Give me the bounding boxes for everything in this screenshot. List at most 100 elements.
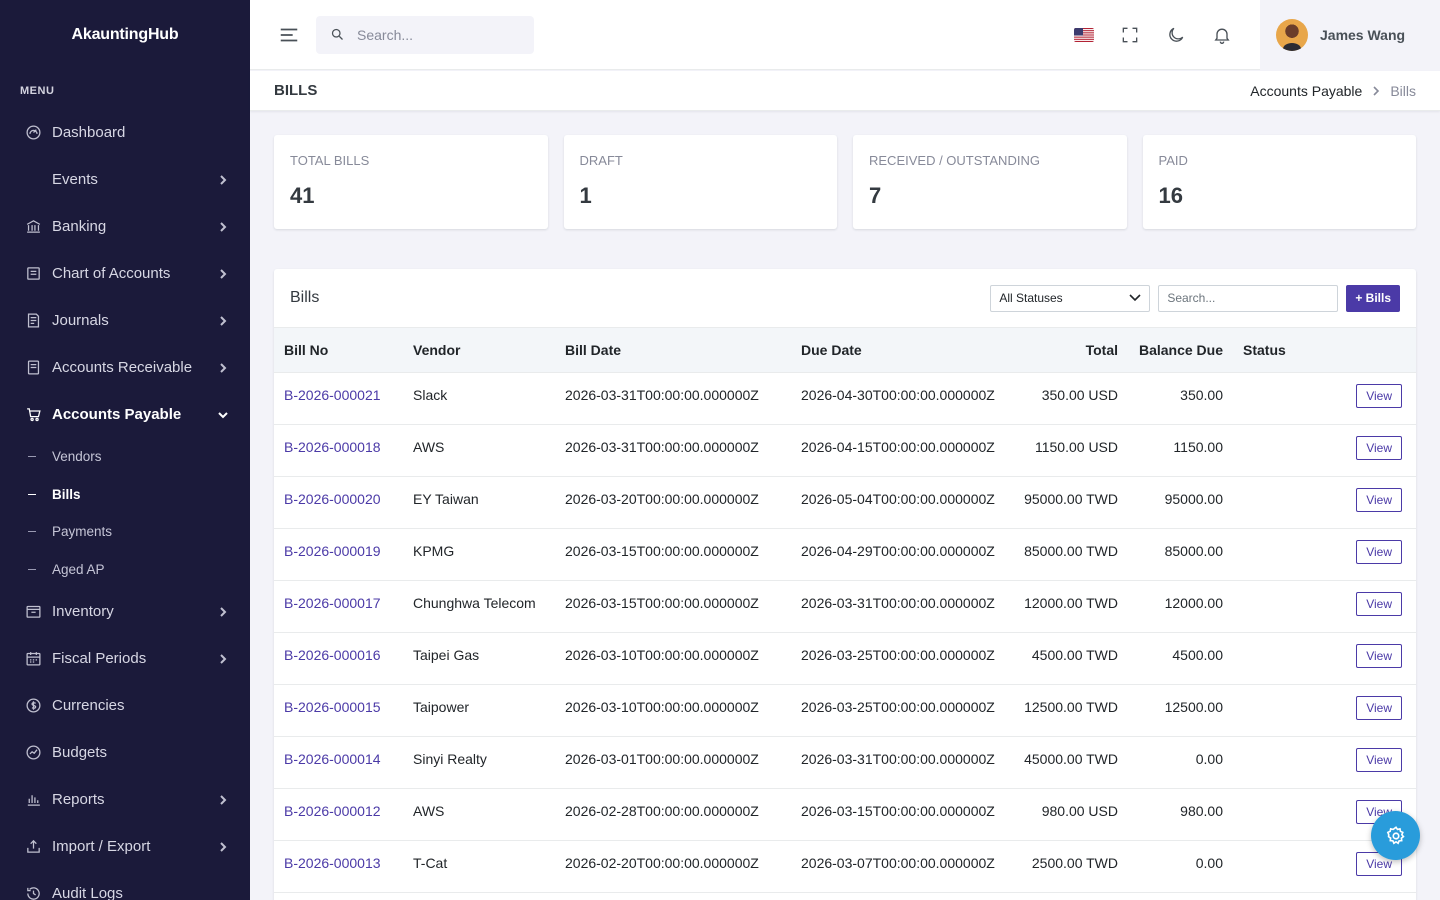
- view-bill-button[interactable]: View: [1356, 383, 1402, 408]
- sidebar-item-import-export[interactable]: Import / Export: [0, 823, 250, 870]
- status-cell: [1233, 632, 1313, 685]
- bill-number-link[interactable]: B-2026-000018: [284, 438, 381, 455]
- total-cell: 1150.00 USD: [1013, 424, 1128, 477]
- status-cell: [1233, 736, 1313, 789]
- column-header[interactable]: Balance Due: [1128, 328, 1233, 373]
- menu-toggle-icon[interactable]: [277, 23, 301, 47]
- bill-date-cell: 2026-03-31T00:00:00.000000Z: [555, 424, 791, 477]
- status-cell: [1233, 372, 1313, 425]
- total-cell: 45000.00 TWD: [1013, 736, 1128, 789]
- due-date-cell: 2026-03-31T00:00:00.000000Z: [791, 736, 1013, 789]
- column-header[interactable]: Bill No: [274, 328, 403, 373]
- view-bill-button[interactable]: View: [1356, 539, 1402, 564]
- sidebar-item-chart-of-accounts[interactable]: Chart of Accounts: [0, 250, 250, 297]
- bill-number-link[interactable]: B-2026-000014: [284, 750, 381, 767]
- breadcrumb-parent[interactable]: Accounts Payable: [1250, 82, 1363, 99]
- vendor-cell: Slack: [403, 372, 555, 425]
- stat-label: DRAFT: [579, 153, 623, 168]
- stat-value: 41: [290, 183, 315, 208]
- sidebar-subitem-payments[interactable]: Payments: [0, 513, 250, 551]
- due-date-cell: 2026-03-25T00:00:00.000000Z: [791, 632, 1013, 685]
- view-bill-button[interactable]: View: [1356, 747, 1402, 772]
- view-bill-button[interactable]: View: [1356, 435, 1402, 460]
- due-date-cell: 2026-03-15T00:00:00.000000Z: [791, 788, 1013, 841]
- global-search-input[interactable]: [357, 26, 517, 43]
- sidebar-item-label: Audit Logs: [52, 885, 123, 900]
- receivable-icon: [24, 359, 42, 377]
- sidebar-item-events[interactable]: Events: [0, 156, 250, 203]
- sidebar-item-accounts-payable[interactable]: Accounts Payable: [0, 391, 250, 438]
- column-header[interactable]: Bill Date: [555, 328, 791, 373]
- bill-number-link[interactable]: B-2026-000015: [284, 698, 381, 715]
- sidebar-item-label: Banking: [52, 218, 107, 235]
- global-search[interactable]: [316, 15, 534, 54]
- view-bill-button[interactable]: View: [1356, 643, 1402, 668]
- cart-icon: [24, 406, 42, 424]
- sidebar-item-currencies[interactable]: Currencies: [0, 682, 250, 729]
- calendar-icon: [24, 650, 42, 668]
- gear-icon: [1386, 825, 1405, 844]
- sidebar-item-reports[interactable]: Reports: [0, 776, 250, 823]
- sidebar-subitem-label: Payments: [52, 524, 113, 540]
- column-header[interactable]: Vendor: [403, 328, 555, 373]
- balance-due-cell: 85000.00: [1128, 528, 1233, 581]
- stat-card-paid: PAID 16: [1142, 135, 1416, 229]
- sidebar-item-accounts-receivable[interactable]: Accounts Receivable: [0, 344, 250, 391]
- sidebar-subitem-aged-ap[interactable]: Aged AP: [0, 551, 250, 589]
- bill-date-cell: 2026-02-20T00:00:00.000000Z: [555, 840, 791, 893]
- bill-number-link[interactable]: B-2026-000013: [284, 854, 381, 871]
- chevron-down-icon: [218, 410, 228, 420]
- table-row: B-2026-000020 EY Taiwan 2026-03-20T00:00:0…: [274, 476, 1416, 529]
- status-cell: [1233, 788, 1313, 841]
- sidebar-item-inventory[interactable]: Inventory: [0, 588, 250, 635]
- us-flag-icon[interactable]: [1061, 12, 1107, 58]
- settings-fab[interactable]: [1371, 811, 1420, 860]
- bills-search-input[interactable]: [1158, 284, 1339, 312]
- notification-bell-icon[interactable]: [1199, 12, 1245, 58]
- column-header[interactable]: Status: [1233, 328, 1313, 373]
- add-bill-button[interactable]: + Bills: [1346, 284, 1400, 312]
- dark-mode-icon[interactable]: [1153, 12, 1199, 58]
- status-filter-select[interactable]: All Statuses: [990, 284, 1151, 312]
- journal-icon: [24, 312, 42, 330]
- due-date-cell: 2026-03-25T00:00:00.000000Z: [791, 684, 1013, 737]
- stat-label: TOTAL BILLS: [290, 153, 370, 168]
- brand-logo[interactable]: AkauntingHub: [71, 26, 179, 43]
- status-cell: [1233, 840, 1313, 893]
- vendor-cell: Taipei Gas: [403, 632, 555, 685]
- sidebar-item-fiscal-periods[interactable]: Fiscal Periods: [0, 635, 250, 682]
- sidebar-item-audit-logs[interactable]: Audit Logs: [0, 870, 250, 900]
- sidebar-item-journals[interactable]: Journals: [0, 297, 250, 344]
- sidebar-item-dashboard[interactable]: Dashboard: [0, 109, 250, 156]
- table-row: B-2026-000013 T-Cat 2026-02-20T00:00:00.00…: [274, 840, 1416, 893]
- chevron-right-icon: [218, 606, 228, 617]
- bill-number-link[interactable]: B-2026-000019: [284, 542, 381, 559]
- bill-date-cell: 2026-03-15T00:00:00.000000Z: [555, 528, 791, 581]
- bills-table-body: B-2026-000021 Slack 2026-03-31T00:00:00.00…: [274, 372, 1416, 893]
- sidebar-item-label: Import / Export: [52, 838, 151, 855]
- table-header-row: Bill No Vendor Bill Date Due Date Total …: [274, 328, 1416, 373]
- view-bill-button[interactable]: View: [1356, 487, 1402, 512]
- sidebar-item-budgets[interactable]: Budgets: [0, 729, 250, 776]
- bill-number-link[interactable]: B-2026-000017: [284, 594, 381, 611]
- table-row: B-2026-000017 Chunghwa Telecom 2026-03-15T…: [274, 580, 1416, 633]
- view-bill-button[interactable]: View: [1356, 695, 1402, 720]
- user-menu[interactable]: James Wang: [1260, 0, 1440, 70]
- bill-number-link[interactable]: B-2026-000021: [284, 386, 381, 403]
- bill-number-link[interactable]: B-2026-000012: [284, 802, 381, 819]
- vendor-cell: Sinyi Realty: [403, 736, 555, 789]
- column-header[interactable]: Due Date: [791, 328, 1013, 373]
- sidebar-item-label: Currencies: [52, 697, 125, 714]
- sidebar-subitem-vendors[interactable]: Vendors: [0, 438, 250, 476]
- view-bill-button[interactable]: View: [1356, 591, 1402, 616]
- sidebar-item-banking[interactable]: Banking: [0, 203, 250, 250]
- bill-number-link[interactable]: B-2026-000020: [284, 490, 381, 507]
- column-header[interactable]: Total: [1013, 328, 1128, 373]
- page-title: BILLS: [274, 82, 318, 99]
- fullscreen-icon[interactable]: [1107, 12, 1153, 58]
- topbar: James Wang: [250, 0, 1440, 70]
- bill-number-link[interactable]: B-2026-000016: [284, 646, 381, 663]
- sidebar-subitem-bills[interactable]: Bills: [0, 476, 250, 514]
- due-date-cell: 2026-05-04T00:00:00.000000Z: [791, 476, 1013, 529]
- balance-due-cell: 95000.00: [1128, 476, 1233, 529]
